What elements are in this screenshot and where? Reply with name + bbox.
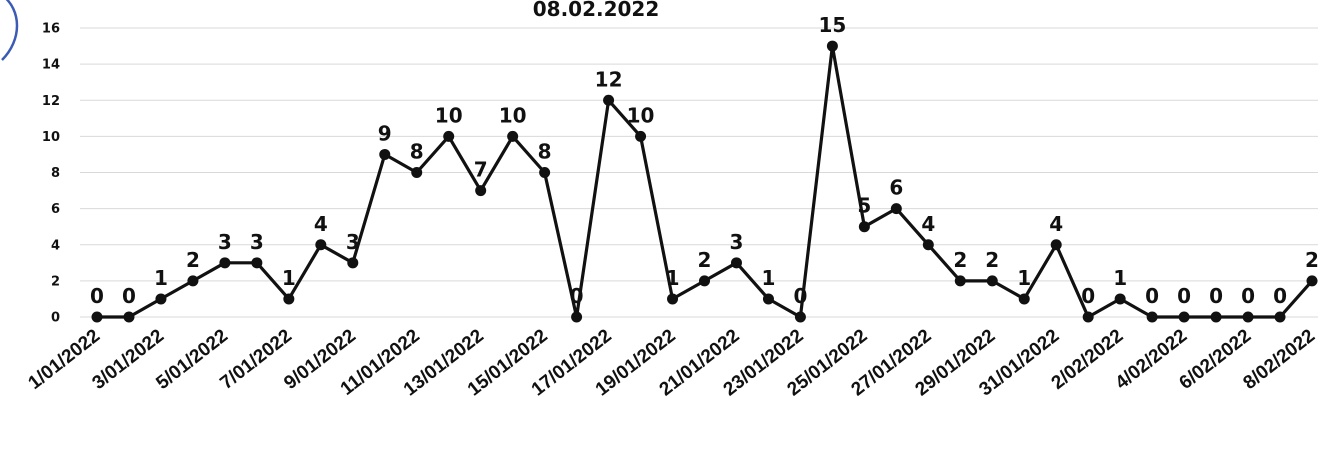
data-label: 4 [314, 212, 328, 236]
y-tick-label: 12 [42, 94, 60, 109]
data-label: 10 [435, 103, 463, 127]
data-label: 1 [1017, 266, 1031, 290]
data-label: 0 [1273, 284, 1287, 308]
data-label: 0 [793, 284, 807, 308]
data-point [762, 293, 774, 305]
data-point [411, 167, 423, 178]
data-label: 4 [921, 212, 935, 236]
data-label: 2 [1305, 248, 1319, 272]
data-label: 8 [538, 140, 552, 164]
data-label: 10 [499, 103, 527, 127]
data-label: 0 [122, 284, 136, 308]
y-axis: 0 2 4 6 8 10 12 14 16 [42, 22, 60, 326]
data-label: 0 [1241, 284, 1255, 308]
data-point [1146, 311, 1158, 323]
data-label: 0 [1145, 284, 1159, 308]
y-tick-label: 14 [42, 58, 60, 73]
data-label: 1 [282, 266, 296, 290]
data-label: 12 [595, 67, 623, 91]
data-point [91, 311, 103, 323]
data-point [155, 293, 167, 305]
chart-title: 08.02.2022 [533, 0, 660, 21]
data-point [571, 311, 583, 323]
data-point [954, 275, 966, 287]
data-point [283, 293, 295, 305]
data-point [379, 148, 391, 160]
data-point [539, 167, 551, 178]
gridlines [80, 27, 1318, 318]
data-point [315, 239, 327, 251]
data-point [699, 275, 710, 287]
y-tick-label: 16 [42, 22, 60, 37]
data-point [1018, 293, 1030, 305]
data-label: 3 [218, 230, 232, 254]
data-label: 8 [410, 140, 424, 164]
data-point [1114, 293, 1126, 305]
data-label: 0 [1209, 284, 1223, 308]
y-tick-label: 10 [42, 130, 60, 145]
data-point [986, 275, 998, 287]
series-layer [91, 40, 1318, 323]
data-label: 7 [474, 158, 488, 182]
data-label: 4 [1049, 212, 1063, 236]
x-axis: 1/01/20223/01/20225/01/20227/01/20229/01… [25, 325, 1320, 400]
data-point [667, 293, 679, 305]
data-point [603, 94, 615, 106]
data-label: 10 [627, 103, 655, 127]
data-point [507, 130, 519, 142]
data-point [219, 257, 231, 269]
data-label: 0 [1081, 284, 1095, 308]
data-point [635, 130, 647, 142]
y-tick-label: 6 [51, 202, 60, 217]
data-label: 1 [1113, 266, 1127, 290]
data-label: 1 [666, 266, 680, 290]
data-label: 9 [378, 121, 392, 145]
x-tick-label: 8/02/2022 [1240, 325, 1320, 394]
data-label: 0 [570, 284, 584, 308]
data-point [890, 203, 902, 215]
data-point [123, 311, 135, 323]
data-point [475, 185, 487, 197]
data-point [922, 239, 934, 251]
data-point [1050, 239, 1062, 251]
data-point [251, 257, 263, 269]
data-point [1274, 311, 1286, 323]
data-label: 3 [730, 230, 744, 254]
data-label: 3 [250, 230, 264, 254]
y-tick-label: 0 [51, 311, 60, 326]
y-tick-label: 2 [51, 274, 60, 289]
data-label: 2 [985, 248, 999, 272]
data-label: 1 [154, 266, 168, 290]
data-label: 0 [90, 284, 104, 308]
logo-fragment [1, 0, 19, 61]
data-point [1178, 311, 1190, 323]
data-point [826, 40, 838, 52]
data-point [858, 221, 870, 233]
data-label: 1 [761, 266, 775, 290]
data-label: 5 [857, 194, 871, 218]
data-point [1306, 275, 1318, 287]
data-point [1210, 311, 1222, 323]
data-point [187, 275, 199, 287]
data-label: 0 [1177, 284, 1191, 308]
y-tick-label: 4 [51, 238, 60, 253]
data-point [443, 130, 455, 142]
data-label: 6 [889, 176, 903, 200]
data-point [347, 257, 359, 269]
data-label: 2 [698, 248, 712, 272]
data-label: 2 [186, 248, 200, 272]
data-point [794, 311, 806, 323]
data-label: 3 [346, 230, 360, 254]
data-point [730, 257, 742, 269]
data-label: 2 [953, 248, 967, 272]
data-point [1242, 311, 1254, 323]
data-label: 15 [818, 13, 846, 37]
y-tick-label: 8 [51, 166, 60, 181]
data-point [1082, 311, 1094, 323]
